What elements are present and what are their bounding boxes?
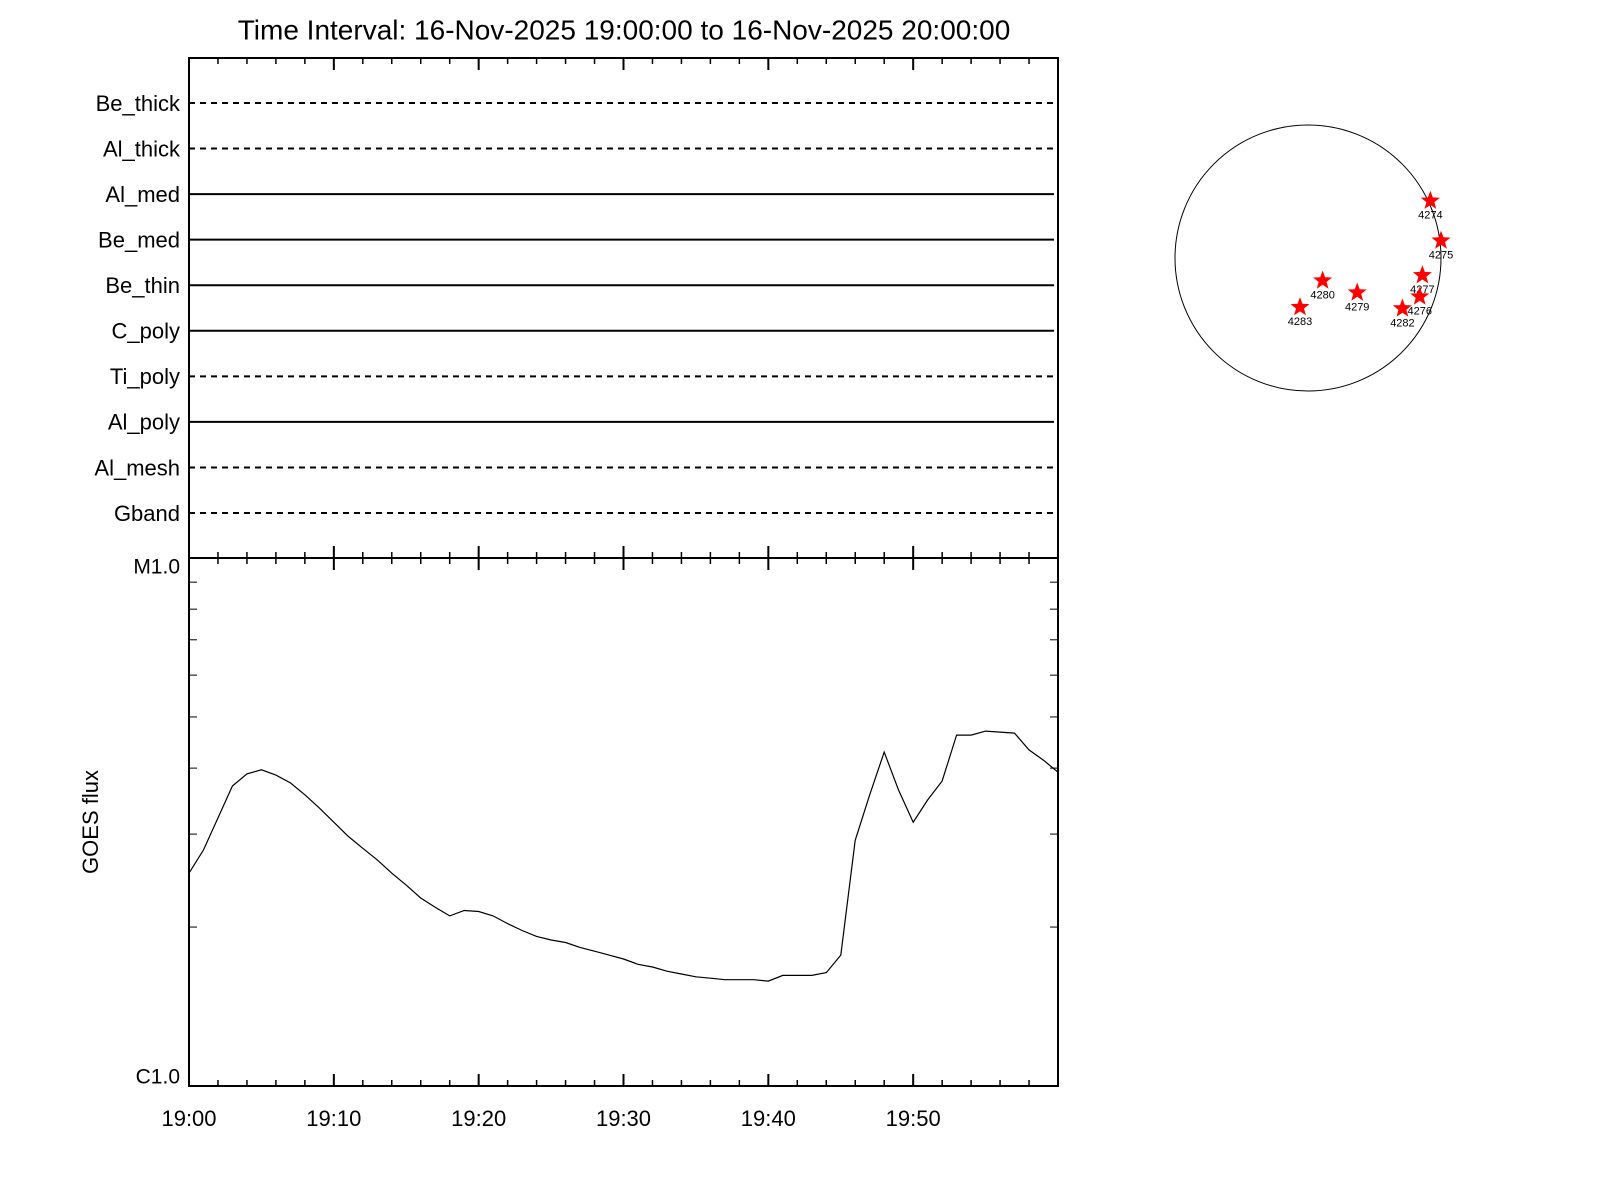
active-region-label: 4277 [1410,284,1434,296]
top-panel-frame [188,57,1059,559]
active-region-label: 4276 [1407,305,1431,317]
y-tick-label: C1.0 [136,1066,180,1089]
filter-label: Be_thick [96,91,181,116]
active-region-label: 4275 [1429,250,1453,262]
solar-disk [1174,124,1442,392]
chart-title: Time Interval: 16-Nov-2025 19:00:00 to 1… [238,14,1011,45]
active-region-star [1431,230,1451,249]
active-region-star [1412,265,1432,284]
filter-label: Ti_poly [110,364,180,389]
filter-label: Gband [114,501,180,526]
x-tick-label: 19:10 [306,1106,361,1131]
x-tick-label: 19:40 [741,1106,796,1131]
x-tick-label: 19:20 [451,1106,506,1131]
filter-label: Al_mesh [94,455,180,480]
y-tick-label: M1.0 [133,556,180,579]
active-region-label: 4282 [1390,317,1414,329]
active-region-star [1410,286,1430,305]
active-region-label: 4283 [1288,316,1312,328]
active-region-star [1290,297,1310,316]
filter-label: Al_med [105,182,180,207]
active-region-star [1420,190,1440,209]
active-region-star [1313,270,1333,289]
goes-flux-line [188,730,1059,982]
filter-label: Be_med [98,227,180,252]
y-axis-label: GOES flux [78,770,103,874]
x-tick-label: 19:50 [886,1106,941,1131]
active-region-star [1347,282,1367,301]
active-region-label: 4279 [1345,301,1369,313]
bottom-panel-frame [188,557,1059,1087]
active-region-label: 4274 [1418,210,1442,222]
active-region-star [1392,298,1412,317]
filter-label: C_poly [112,319,180,344]
filter-label: Al_poly [108,410,180,435]
x-tick-label: 19:30 [596,1106,651,1131]
x-tick-label: 19:00 [161,1106,216,1131]
active-region-label: 4280 [1310,290,1334,302]
filter-label: Be_thin [105,273,180,298]
filter-label: Al_thick [103,136,181,161]
